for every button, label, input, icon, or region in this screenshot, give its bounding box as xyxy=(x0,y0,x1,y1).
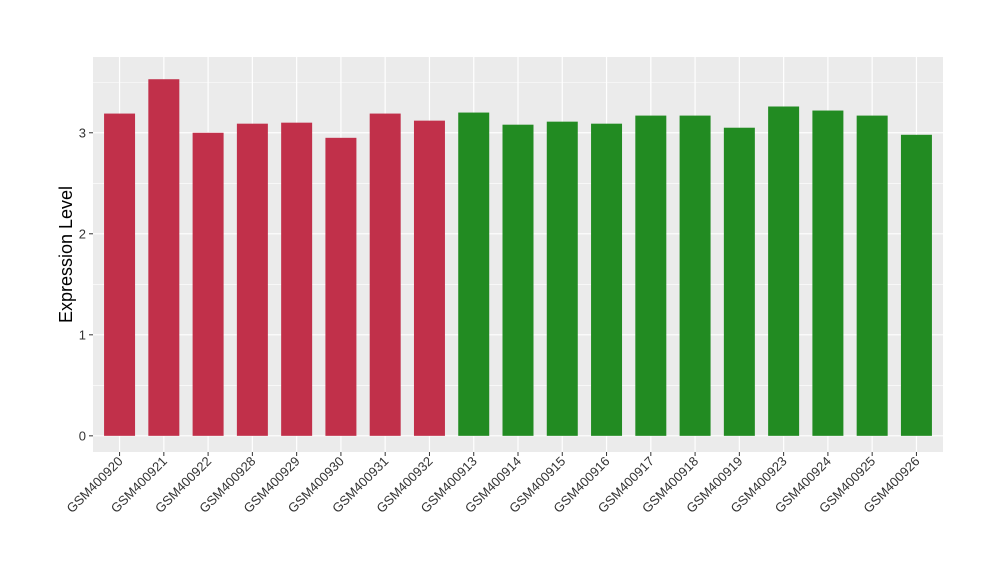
bar-gsm400921 xyxy=(148,79,180,436)
bar-gsm400929 xyxy=(281,122,313,436)
y-axis-title: Expression Level xyxy=(56,186,76,323)
bars xyxy=(104,79,932,436)
y-tick-label: 1 xyxy=(79,327,86,342)
y-axis: 0 1 2 3 xyxy=(79,125,93,443)
x-axis: GSM400920GSM400921GSM400922GSM400928GSM4… xyxy=(63,452,923,516)
bar-gsm400923 xyxy=(768,106,800,436)
bar-gsm400930 xyxy=(325,137,357,436)
bar-gsm400925 xyxy=(856,115,888,436)
bar-gsm400917 xyxy=(635,115,667,436)
bar-gsm400920 xyxy=(104,113,136,436)
bar-gsm400926 xyxy=(900,134,932,436)
y-tick-label: 3 xyxy=(79,125,86,140)
bar-gsm400913 xyxy=(458,112,490,436)
bar-gsm400919 xyxy=(723,127,755,436)
bar-gsm400924 xyxy=(812,110,844,436)
bar-gsm400928 xyxy=(236,123,268,436)
bar-gsm400914 xyxy=(502,124,534,436)
bar-gsm400922 xyxy=(192,132,224,436)
y-tick-label: 2 xyxy=(79,226,86,241)
bar-gsm400932 xyxy=(413,120,445,436)
bar-gsm400931 xyxy=(369,113,401,436)
bar-gsm400918 xyxy=(679,115,711,436)
bar-gsm400916 xyxy=(591,123,623,436)
bar-gsm400915 xyxy=(546,121,578,436)
y-tick-label: 0 xyxy=(79,428,86,443)
